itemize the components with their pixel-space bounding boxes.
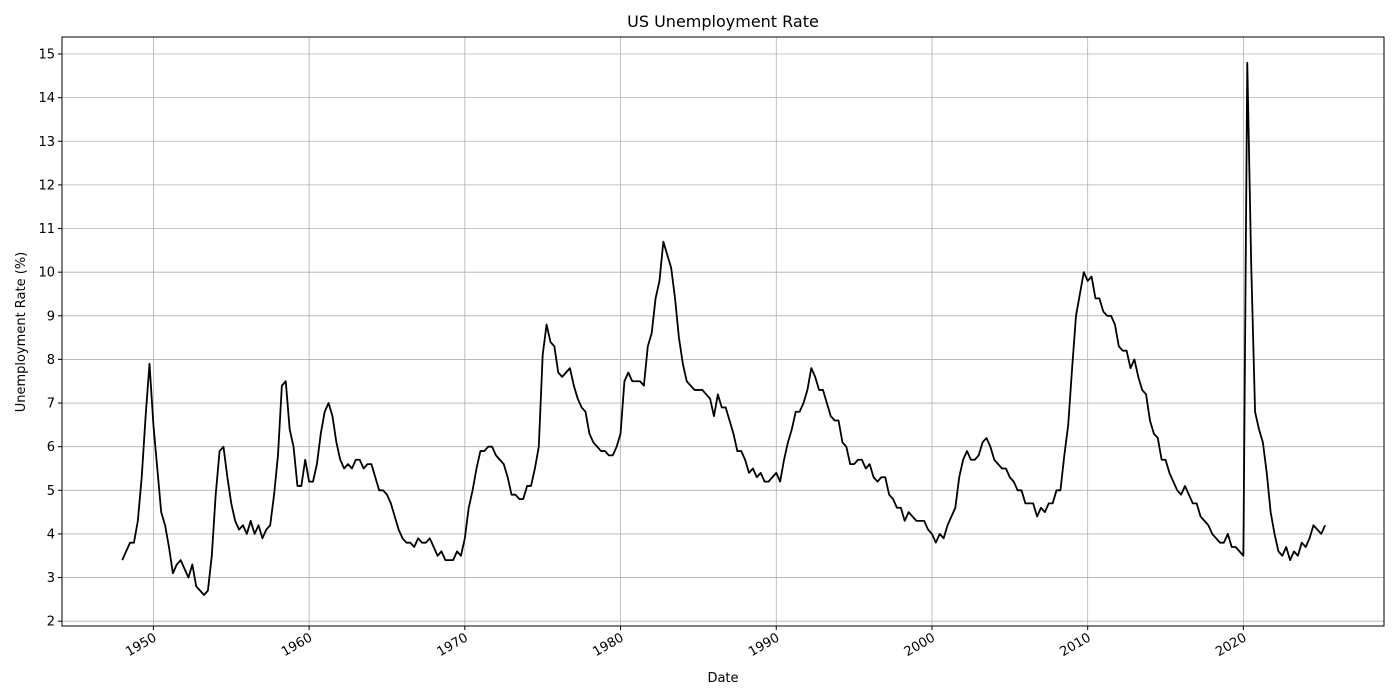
plot-frame xyxy=(61,36,1385,627)
x-tick-label: 1970 xyxy=(435,630,471,660)
y-tick-label: 4 xyxy=(47,527,55,542)
y-tick-label: 12 xyxy=(38,178,55,193)
y-tick-label: 8 xyxy=(47,353,55,368)
y-tick-label: 10 xyxy=(38,266,55,281)
y-tick-label: 3 xyxy=(47,571,55,586)
y-tick-label: 14 xyxy=(38,91,55,106)
x-tick-label: 1960 xyxy=(279,630,315,660)
y-tick-label: 15 xyxy=(38,48,55,63)
y-tick-label: 7 xyxy=(47,397,55,412)
y-tick-label: 9 xyxy=(47,309,55,324)
x-axis-label: Date xyxy=(707,671,738,686)
y-tick-label: 11 xyxy=(38,222,55,237)
x-tick-label: 1990 xyxy=(746,630,782,660)
y-tick-label: 13 xyxy=(38,135,55,150)
y-axis-label: Unemployment Rate (%) xyxy=(14,252,29,413)
y-tick-label: 2 xyxy=(47,615,55,630)
x-tick-label: 1980 xyxy=(590,630,626,660)
y-tick-label: 5 xyxy=(47,484,55,499)
chart-title: US Unemployment Rate xyxy=(627,12,819,31)
y-tick-label: 6 xyxy=(47,440,55,455)
line xyxy=(121,61,1326,596)
x-tick-label: 2020 xyxy=(1213,630,1249,660)
x-tick-label: 1950 xyxy=(123,630,159,660)
x-tick-label: 2000 xyxy=(902,630,938,660)
x-tick-label: 2010 xyxy=(1058,630,1094,660)
